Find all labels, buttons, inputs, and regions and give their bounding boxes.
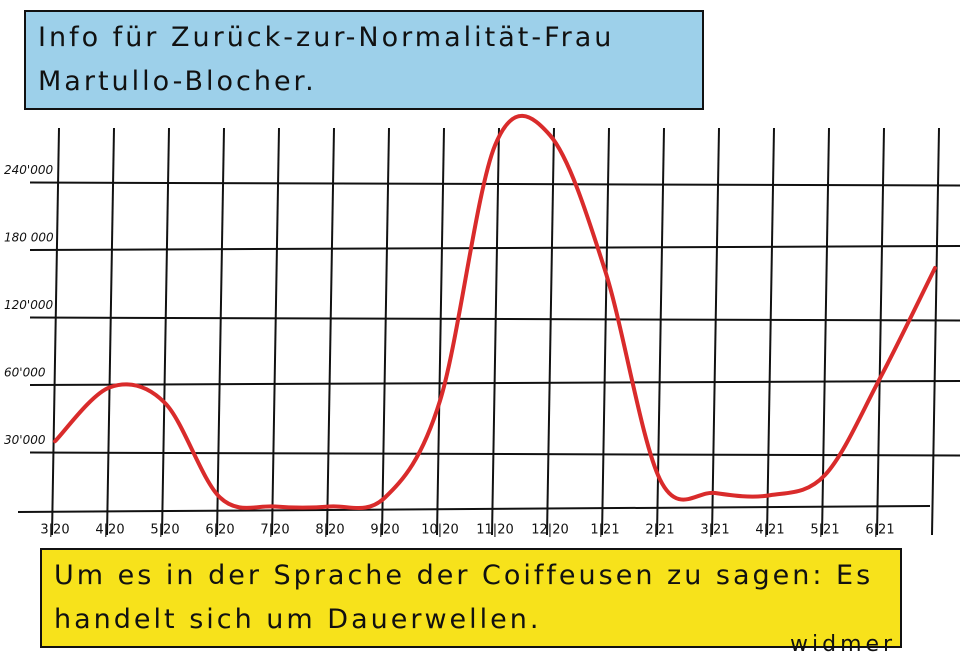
x-axis (17, 505, 931, 513)
caption: Um es in der Sprache der Coiffeusen zu s… (40, 548, 902, 648)
y-tick-label: 240'000 (4, 163, 53, 177)
grid-line (381, 127, 390, 536)
grid-line (546, 127, 555, 536)
grid-line (766, 127, 775, 536)
grid-line (601, 127, 610, 536)
y-tick-label: 120'000 (4, 298, 53, 312)
grid-line (271, 127, 280, 536)
grid-line (656, 127, 665, 536)
x-tick-label: 2|21 (645, 523, 674, 538)
x-tick-label: 6|21 (865, 523, 894, 538)
data-line (53, 113, 937, 511)
chart-title: Info für Zurück-zur-Normalität-Frau Mart… (24, 10, 704, 110)
grid-line (436, 127, 445, 536)
x-tick-label: 6|20 (205, 523, 234, 538)
x-tick-label: 4|21 (755, 523, 784, 538)
y-tick-label: 180 000 (4, 231, 54, 245)
y-tick-label: 30'000 (4, 433, 46, 447)
grid-line (711, 127, 720, 536)
x-tick-label: 9|20 (370, 523, 399, 538)
x-tick-label: 5|21 (810, 523, 839, 538)
grid-line (29, 451, 960, 457)
grid-line (161, 127, 170, 536)
grid-line (29, 245, 960, 251)
x-tick-label: 1|21 (590, 523, 619, 538)
x-tick-label: 10|20 (421, 523, 458, 538)
grid-line (326, 127, 335, 536)
grid-line (491, 127, 500, 536)
grid-line (106, 127, 115, 536)
signature: widmer (790, 632, 897, 657)
x-tick-label: 3|20 (40, 523, 69, 538)
y-tick-label: 60'000 (4, 366, 46, 380)
x-tick-label: 11|20 (476, 523, 513, 538)
grid-line (51, 127, 60, 536)
grid-line (216, 127, 225, 536)
x-tick-label: 4|20 (95, 523, 124, 538)
x-tick-label: 8|20 (315, 523, 344, 538)
x-tick-label: 12|20 (531, 523, 568, 538)
x-tick-label: 5|20 (150, 523, 179, 538)
grid-line (29, 181, 960, 187)
grid-line (821, 127, 830, 536)
x-tick-label: 3|21 (700, 523, 729, 538)
grid-line (931, 127, 940, 536)
grid-line (876, 127, 885, 536)
x-tick-label: 7|20 (260, 523, 289, 538)
